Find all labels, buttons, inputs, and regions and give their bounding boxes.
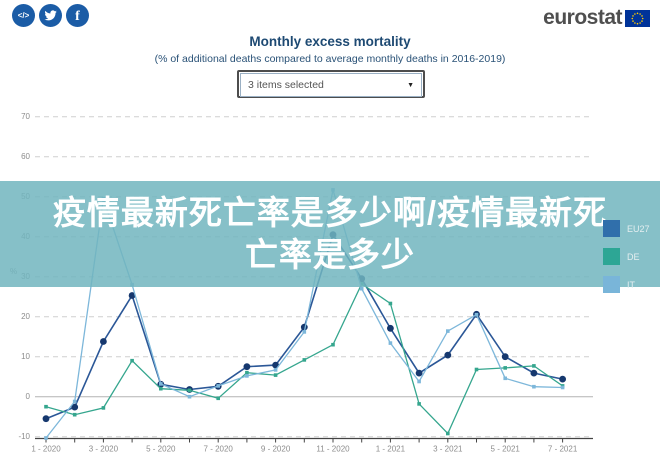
data-point-eu27 xyxy=(501,353,509,361)
y-axis-tick-label: 10 xyxy=(21,352,30,361)
data-point-eu27 xyxy=(415,369,423,377)
legend-label: DE xyxy=(627,251,640,262)
x-axis-tick-label: 3 - 2020 xyxy=(89,445,119,454)
data-point-it xyxy=(560,385,565,390)
data-point-eu27 xyxy=(243,363,251,371)
data-point-eu27 xyxy=(42,415,50,423)
overlay-banner: 疫情最新死亡率是多少啊/疫情最新死 亡率是多少 xyxy=(0,181,660,287)
y-axis-tick-label: 60 xyxy=(21,152,30,161)
data-point-eu27 xyxy=(100,338,107,345)
legend-swatch xyxy=(603,276,620,293)
eurostat-logo-text: eurostat xyxy=(543,6,622,29)
data-point-de xyxy=(302,358,307,362)
data-point-eu27 xyxy=(387,324,394,332)
y-axis-tick-label: 0 xyxy=(26,392,31,401)
y-axis-tick-label: 70 xyxy=(21,112,30,121)
data-point-de xyxy=(101,406,106,410)
legend-item-it[interactable]: IT xyxy=(603,276,650,293)
legend-label: IT xyxy=(627,279,635,290)
data-point-it xyxy=(273,368,278,372)
data-point-de xyxy=(72,412,77,417)
data-point-de xyxy=(187,388,192,393)
data-point-de xyxy=(503,366,507,370)
data-point-de xyxy=(446,431,450,436)
y-axis-tick-label: 20 xyxy=(21,312,30,321)
data-point-eu27 xyxy=(128,292,136,299)
eurostat-logo: eurostat xyxy=(543,6,650,30)
x-axis-tick-label: 3 - 2021 xyxy=(433,445,463,454)
x-axis-tick-label: 7 - 2021 xyxy=(548,445,578,454)
legend-item-de[interactable]: DE xyxy=(603,248,650,265)
page-title: Monthly excess mortality xyxy=(249,34,411,49)
data-point-de xyxy=(273,373,278,377)
data-point-it xyxy=(388,341,393,345)
legend-label: EU27 xyxy=(627,223,650,234)
data-point-it xyxy=(503,376,507,381)
x-axis-tick-label: 5 - 2021 xyxy=(491,445,521,454)
chart-legend: EU27 DE IT xyxy=(603,220,650,304)
data-point-eu27 xyxy=(559,375,566,383)
data-point-de xyxy=(245,370,249,375)
banner-text-line1: 疫情最新死亡率是多少啊/疫情最新死 xyxy=(52,194,608,231)
data-point-it xyxy=(417,379,421,384)
chevron-down-icon: ▼ xyxy=(407,81,414,89)
data-point-de xyxy=(44,404,48,409)
x-axis-tick-label: 1 - 2020 xyxy=(31,445,61,454)
data-point-eu27 xyxy=(530,369,538,377)
data-point-it xyxy=(359,286,364,291)
x-axis-tick-label: 9 - 2020 xyxy=(261,445,291,454)
data-point-it xyxy=(44,436,48,440)
legend-swatch xyxy=(603,220,620,237)
data-point-it xyxy=(187,394,192,399)
data-point-it xyxy=(446,329,450,333)
legend-swatch xyxy=(603,248,620,265)
data-point-it xyxy=(474,312,479,317)
data-point-de xyxy=(159,386,163,391)
x-axis-tick-label: 7 - 2020 xyxy=(204,445,234,454)
legend-item-eu27[interactable]: EU27 xyxy=(603,220,650,237)
data-point-de xyxy=(130,358,134,363)
y-axis-tick-label: -10 xyxy=(18,432,30,441)
data-point-it xyxy=(159,382,163,386)
data-point-de xyxy=(474,367,479,372)
data-point-it xyxy=(245,374,249,378)
page-subtitle: (% of additional deaths compared to aver… xyxy=(154,53,506,65)
data-point-de xyxy=(331,342,335,347)
data-point-de xyxy=(532,364,536,368)
social-links: </> f xyxy=(12,4,89,27)
data-point-de xyxy=(216,396,220,401)
data-point-de xyxy=(417,402,421,406)
eu-flag-icon xyxy=(625,9,650,27)
twitter-icon[interactable] xyxy=(39,4,62,27)
data-point-eu27 xyxy=(444,351,452,359)
facebook-icon[interactable]: f xyxy=(66,4,89,27)
data-point-it xyxy=(302,330,307,334)
dropdown-selected-value: 3 items selected xyxy=(248,79,324,91)
data-point-it xyxy=(216,384,220,388)
x-axis-tick-label: 5 - 2020 xyxy=(146,445,176,454)
data-point-de xyxy=(388,301,393,306)
banner-text-line2: 亡率是多少 xyxy=(245,236,415,273)
data-point-it xyxy=(72,399,77,404)
x-axis-tick-label: 11 - 2020 xyxy=(316,445,350,454)
data-point-eu27 xyxy=(71,403,79,411)
code-icon[interactable]: </> xyxy=(12,4,35,27)
items-select-dropdown[interactable]: 3 items selected ▼ xyxy=(237,70,425,98)
data-point-it xyxy=(532,384,536,389)
x-axis-tick-label: 1 - 2021 xyxy=(376,445,406,454)
